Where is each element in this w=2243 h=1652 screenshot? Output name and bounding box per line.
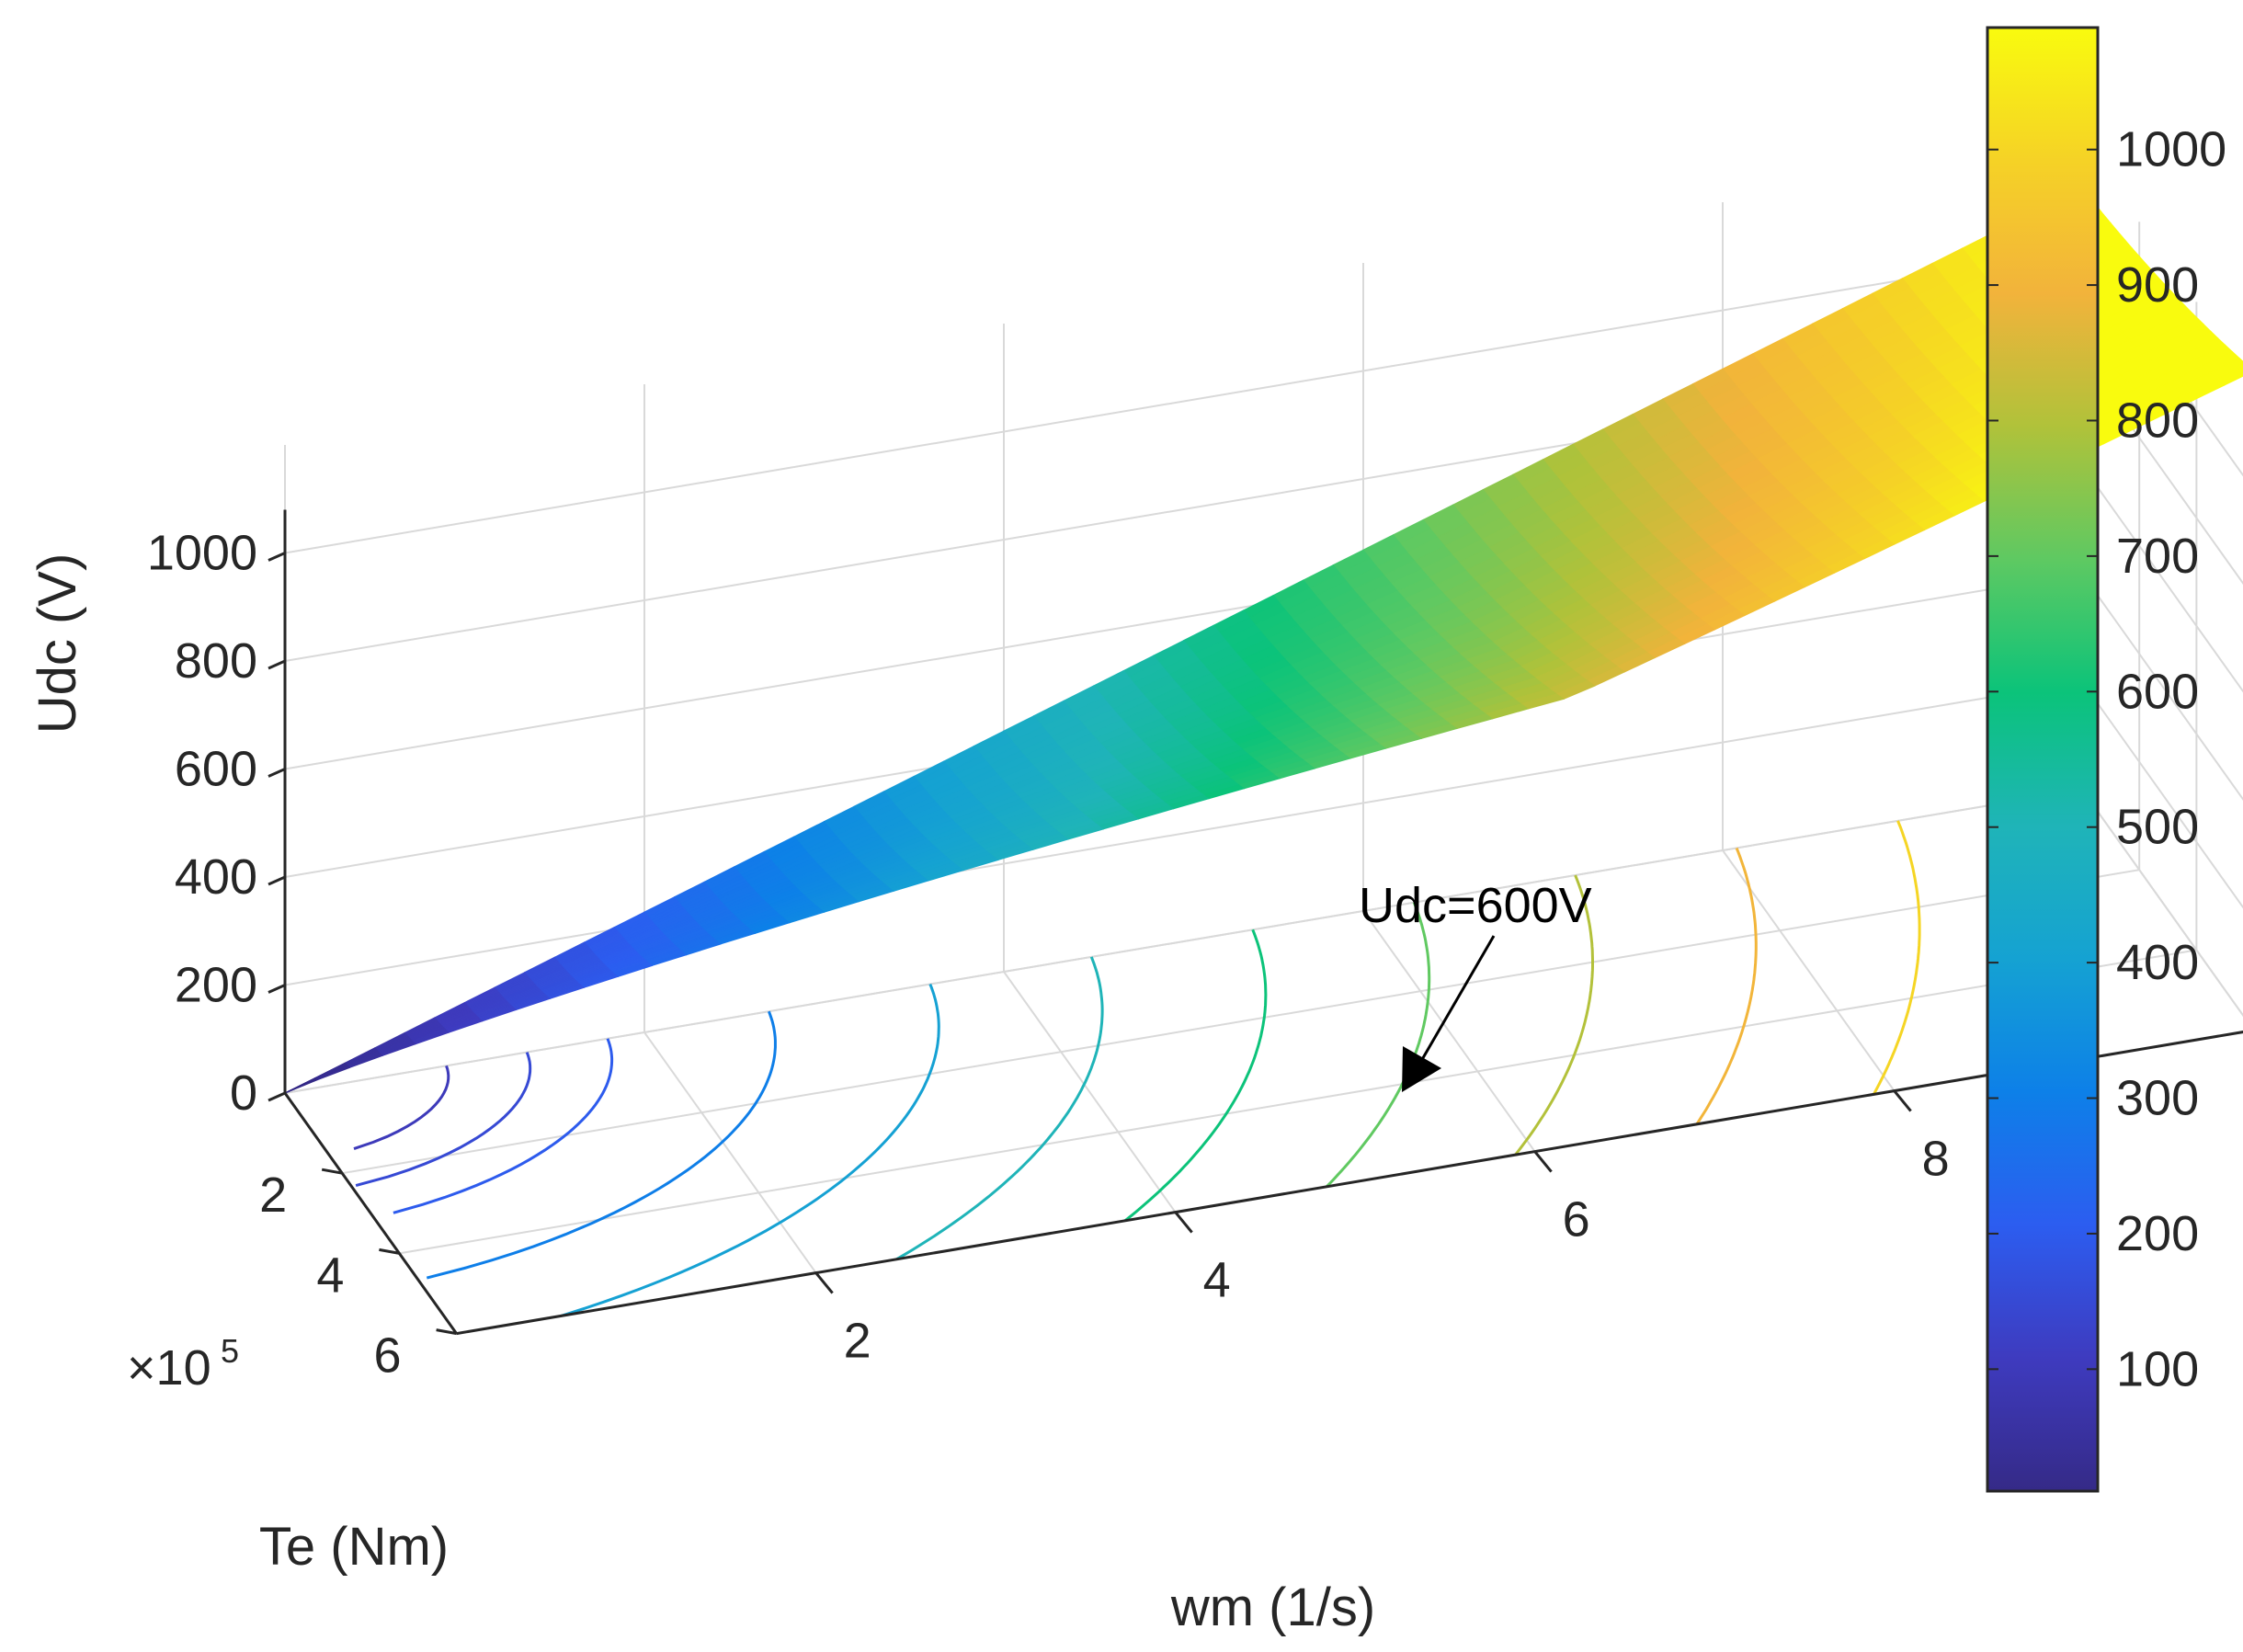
y-axis-label: Te (Nm) xyxy=(259,1517,449,1577)
y-tick-mark xyxy=(379,1248,400,1255)
colorbar-tick-label: 200 xyxy=(2116,1206,2199,1261)
surface-patch xyxy=(284,1079,318,1094)
colorbar-ticks: 100 200 300 400 500 600 700 800 900 1000 xyxy=(1987,122,2226,1396)
y-tick-label: 6 xyxy=(374,1328,402,1384)
svg-text:×10: ×10 xyxy=(127,1340,211,1396)
x-tick-label: 6 xyxy=(1563,1192,1590,1248)
y-tick-labels: 246 xyxy=(259,1168,401,1383)
x-tick-label: 4 xyxy=(1203,1253,1231,1308)
z-tick-mark xyxy=(268,984,286,994)
x-tick-mark xyxy=(814,1271,834,1294)
x-tick-label: 2 xyxy=(844,1314,871,1369)
y-tick-label: 2 xyxy=(259,1168,287,1223)
grid-line xyxy=(399,949,2197,1255)
y-axis-multiplier: ×10 5 xyxy=(127,1332,239,1396)
grid-line xyxy=(284,789,2083,1094)
contour-line xyxy=(1514,874,1594,1156)
colorbar-tick-label: 600 xyxy=(2116,664,2199,719)
contour-lines xyxy=(353,820,1921,1317)
z-tick-mark xyxy=(268,875,286,886)
contour-line xyxy=(355,1052,532,1188)
z-tick-mark xyxy=(268,659,286,670)
z-tick-mark xyxy=(268,552,286,562)
contour-line xyxy=(560,983,940,1317)
x-tick-mark xyxy=(1533,1150,1553,1173)
x-tick-mark xyxy=(1174,1211,1193,1234)
x-axis-label: wm (1/s) xyxy=(1170,1578,1375,1637)
grid-line xyxy=(1362,910,1536,1153)
x-axis-line xyxy=(456,1031,2243,1336)
z-tick-label: 200 xyxy=(175,958,257,1013)
annotation-text: Udc=600V xyxy=(1359,878,1592,933)
z-tick-label: 800 xyxy=(175,633,257,689)
grid-line xyxy=(2081,464,2243,693)
surface-plot xyxy=(284,187,2243,1094)
y-tick-label: 4 xyxy=(316,1248,344,1303)
colorbar-tick-label: 500 xyxy=(2116,800,2199,855)
annotation-arrowhead xyxy=(1402,1046,1441,1092)
svg-text:5: 5 xyxy=(221,1332,239,1370)
contour-line xyxy=(895,956,1104,1261)
contour-line xyxy=(1695,847,1758,1125)
grid-line xyxy=(2081,789,2243,1018)
x-tick-label: 8 xyxy=(1922,1132,1950,1187)
contour-line xyxy=(1326,902,1431,1188)
colorbar: 100 200 300 400 500 600 700 800 900 1000 xyxy=(1986,26,2226,1493)
x-tick-labels: 246810 xyxy=(844,1132,1950,1369)
colorbar-tick-label: 100 xyxy=(2116,1341,2199,1396)
grid-line xyxy=(284,680,2083,986)
colorbar-tick-label: 800 xyxy=(2116,393,2199,448)
colorbar-tick-label: 700 xyxy=(2116,529,2199,584)
contour-line xyxy=(393,1038,614,1214)
z-tick-mark xyxy=(268,1091,286,1102)
z-tick-labels: 0 200 400 600 800 1000 xyxy=(147,526,257,1122)
y-tick-mark xyxy=(436,1328,457,1336)
contour-line xyxy=(1123,929,1268,1222)
grid-line xyxy=(2081,573,2243,802)
grid-line xyxy=(643,1031,817,1274)
z-tick-label: 400 xyxy=(175,849,257,905)
grid-line xyxy=(2081,680,2243,909)
x-tick-mark xyxy=(1893,1089,1912,1112)
z-tick-label: 600 xyxy=(175,742,257,797)
colorbar-tick-label: 400 xyxy=(2116,935,2199,990)
grid-line xyxy=(284,248,2083,554)
grid-line xyxy=(342,869,2140,1175)
colorbar-tick-label: 1000 xyxy=(2116,122,2226,177)
annotation-arrow-shaft xyxy=(1412,935,1496,1075)
z-tick-label: 0 xyxy=(230,1065,257,1121)
contour-line xyxy=(353,1065,450,1151)
y-axis-line xyxy=(283,1092,458,1335)
colorbar-tick-label: 300 xyxy=(2116,1071,2199,1126)
colorbar-tick-label: 900 xyxy=(2116,257,2199,313)
contour-line xyxy=(426,1010,777,1280)
axes xyxy=(268,509,2243,1336)
y-tick-mark xyxy=(321,1168,343,1175)
z-tick-mark xyxy=(268,768,286,778)
contour-line xyxy=(1872,820,1921,1096)
grid-line xyxy=(1003,971,1177,1213)
z-tick-label: 1000 xyxy=(147,526,257,581)
z-axis-label: Udc (V) xyxy=(28,553,87,735)
colorbar-bar xyxy=(1986,26,2100,1493)
annotation: Udc=600V xyxy=(1359,878,1592,1092)
